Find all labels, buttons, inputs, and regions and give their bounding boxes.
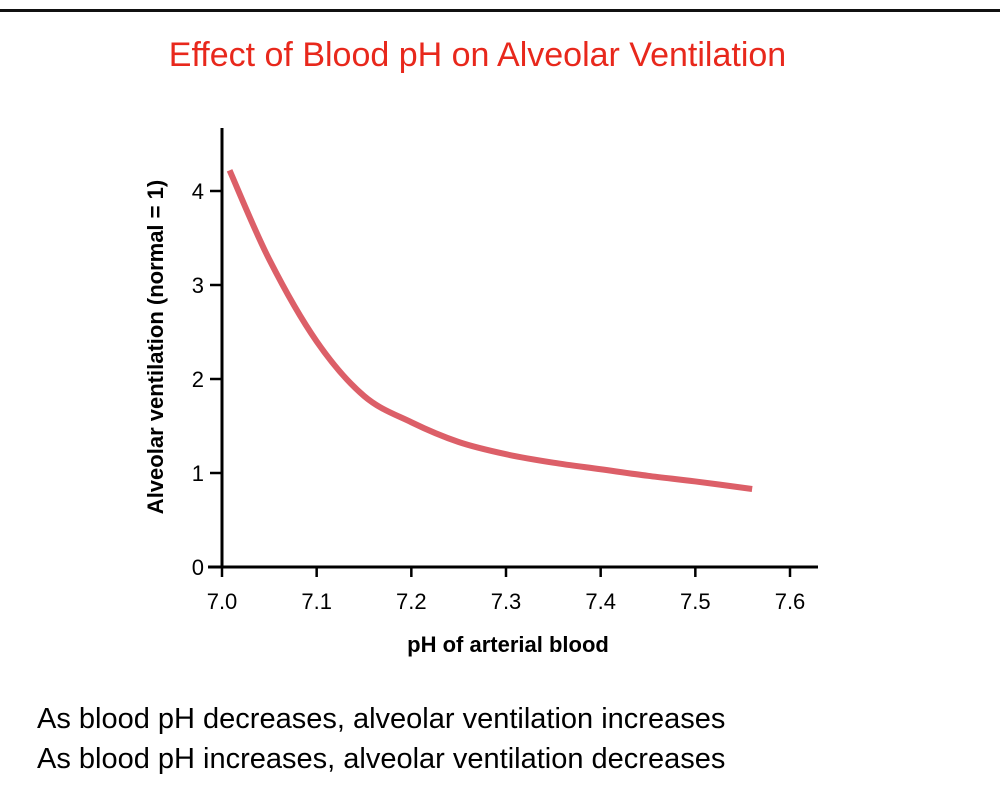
y-tick-label: 2 <box>192 367 204 392</box>
y-tick-label: 3 <box>192 273 204 298</box>
x-tick-label: 7.6 <box>775 589 806 614</box>
x-tick-label: 7.5 <box>680 589 711 614</box>
x-tick-label: 7.1 <box>301 589 332 614</box>
series-line <box>226 169 753 492</box>
y-tick-label: 0 <box>192 555 204 580</box>
top-rule <box>0 9 1000 12</box>
x-tick-label: 7.0 <box>207 589 238 614</box>
chart-title: Effect of Blood pH on Alveolar Ventilati… <box>168 36 787 74</box>
x-tick-label: 7.4 <box>585 589 616 614</box>
x-tick-label: 7.2 <box>396 589 427 614</box>
x-axis-label: pH of arterial blood <box>407 632 609 657</box>
caption-1: As blood pH decreases, alveolar ventilat… <box>37 703 726 735</box>
y-tick-label: 1 <box>192 461 204 486</box>
x-tick-label: 7.3 <box>491 589 522 614</box>
y-tick-label: 4 <box>192 179 204 204</box>
y-axis-label: Alveolar ventilation (normal = 1) <box>143 180 168 514</box>
caption-2: As blood pH increases, alveolar ventilat… <box>37 743 726 775</box>
